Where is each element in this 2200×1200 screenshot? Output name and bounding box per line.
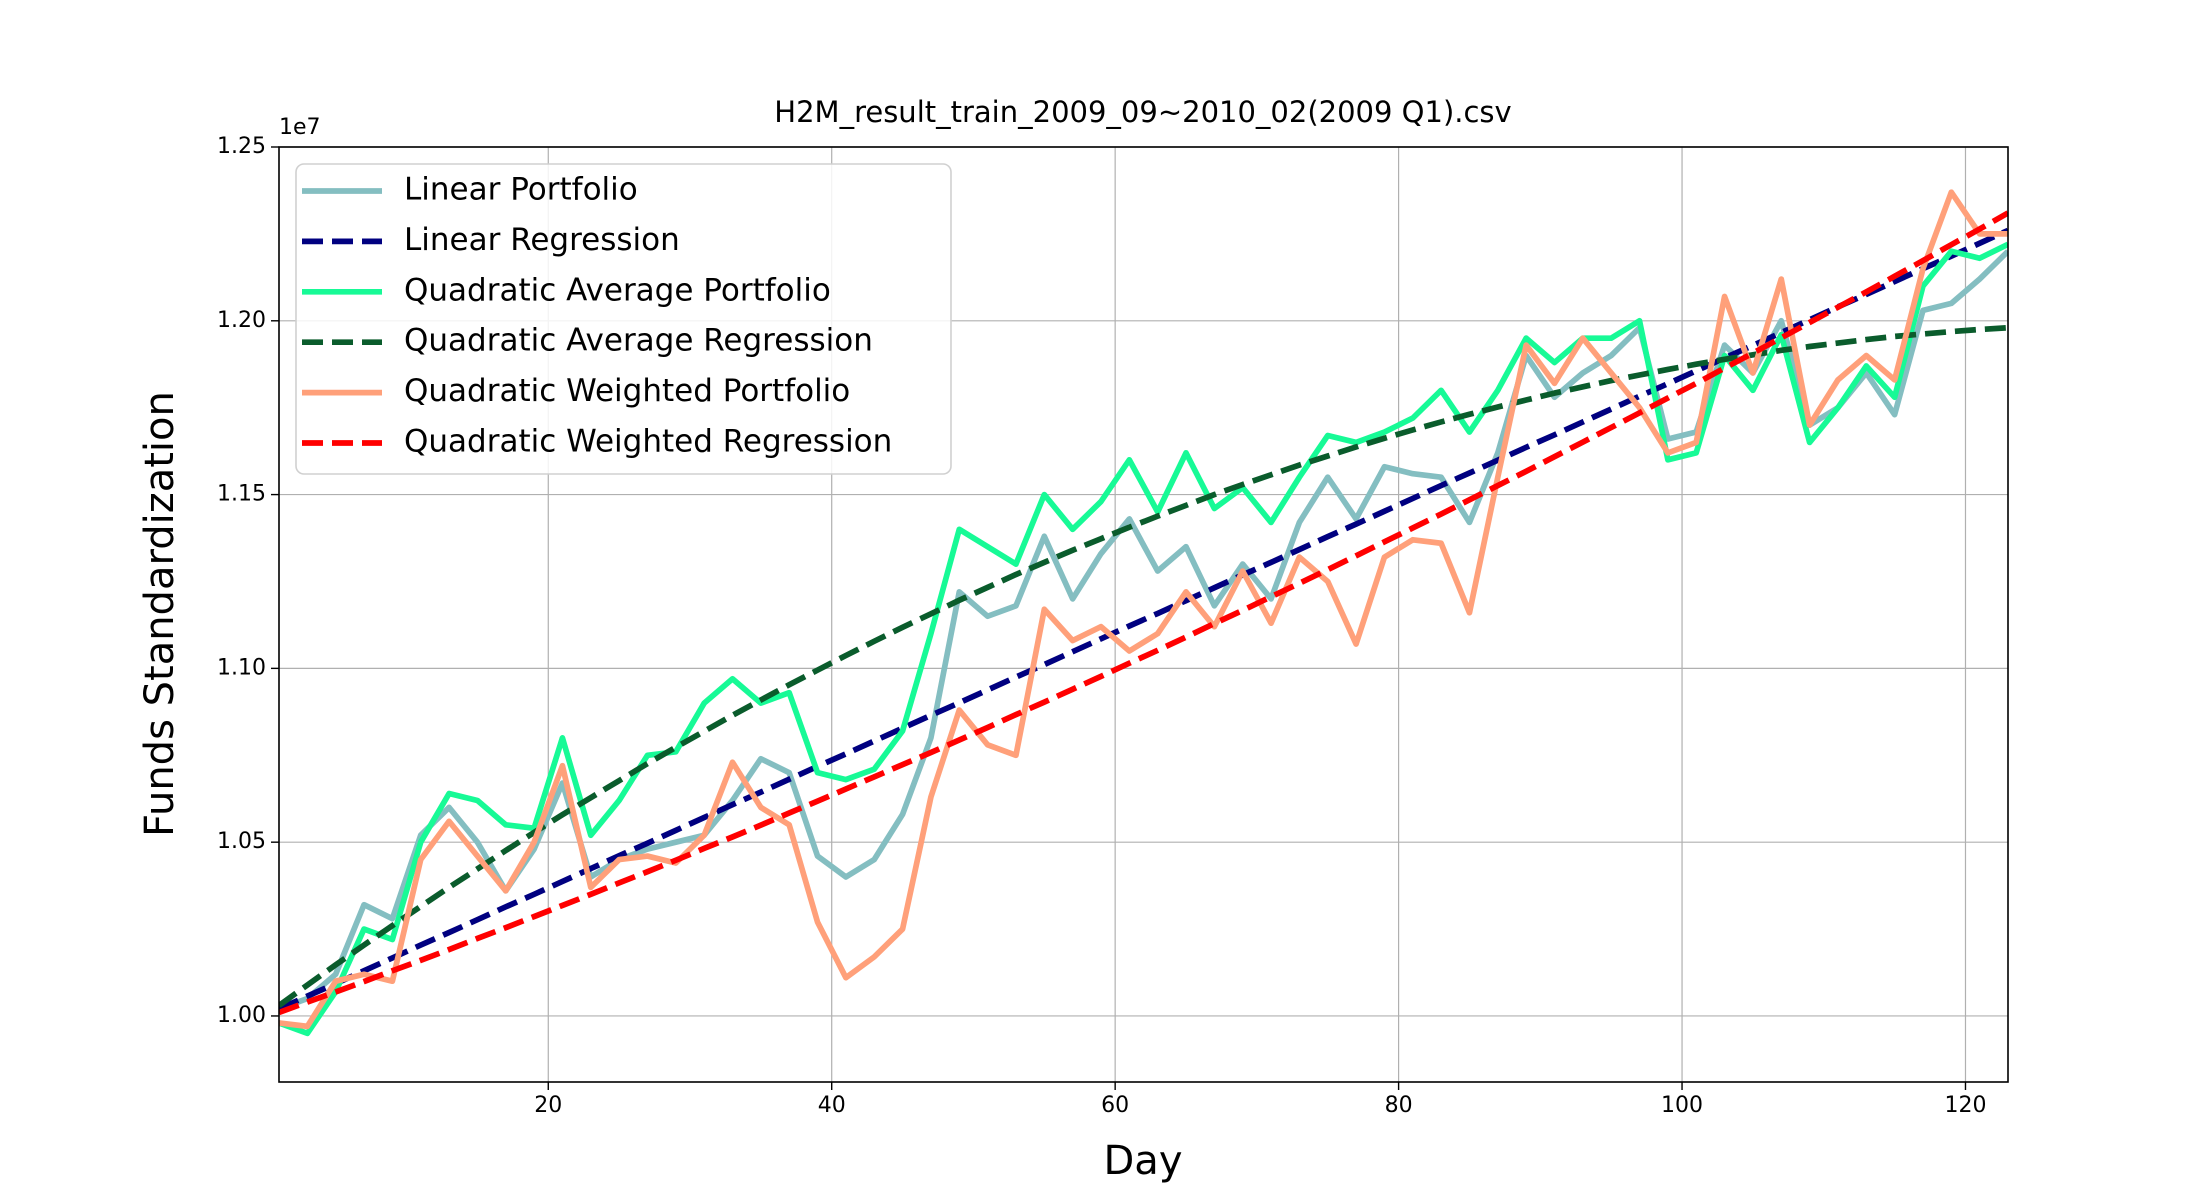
y-tick-label: 1.15 [217,482,266,507]
legend: Linear Portfolio Linear Regression Quadrat… [295,163,952,475]
y-tick-label: 1.00 [217,1003,266,1028]
chart-title: H2M_result_train_2009_09~2010_02(2009 Q1… [774,95,1511,129]
y-axis-label: Funds Standardization [137,391,183,837]
ticks: 20 40 60 80 100 120 1.00 1.05 1.10 1.15 1.20 1.25 [217,134,1986,1118]
legend-label: Quadratic Average Regression [404,323,873,359]
x-axis-label: Day [1104,1138,1183,1184]
x-tick-label: 40 [818,1093,846,1118]
x-tick-label: 20 [534,1093,562,1118]
x-tick-label: 100 [1661,1093,1703,1118]
legend-label: Quadratic Average Portfolio [404,272,831,308]
y-tick-label: 1.20 [217,308,266,333]
x-tick-label: 80 [1385,1093,1413,1118]
series-line [279,210,2008,1016]
legend-label: Linear Regression [404,222,680,258]
axes-frame [278,146,2009,1083]
legend-box [295,163,952,475]
series-line [279,324,2008,1008]
legend-label: Linear Portfolio [404,172,638,208]
y-offset-label: 1e7 [279,115,321,140]
y-tick-label: 1.10 [217,655,266,680]
y-tick-label: 1.05 [217,829,266,854]
series-line [279,189,2008,1030]
y-tick-label: 1.25 [217,134,266,159]
x-tick-label: 60 [1101,1093,1129,1118]
x-tick-label: 120 [1944,1093,1986,1118]
legend-label: Quadratic Weighted Regression [404,424,892,460]
plot-area [279,189,2008,1037]
legend-label: Quadratic Weighted Portfolio [404,373,850,409]
